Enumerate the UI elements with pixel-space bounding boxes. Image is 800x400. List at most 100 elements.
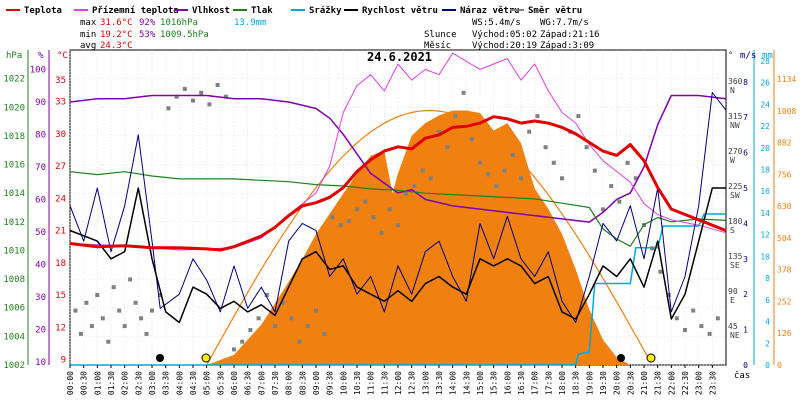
x-tick-label: 23:30 <box>708 371 717 395</box>
x-tick-label: 08:30 <box>298 371 307 395</box>
wind-direction-point <box>89 324 94 329</box>
grid <box>69 50 726 366</box>
wind-direction-point <box>371 215 376 220</box>
tick-label-solar: 1008 <box>777 107 796 116</box>
tick-label-rain: 28 <box>760 57 770 66</box>
wind-direction-point <box>494 184 499 189</box>
wind-direction-point <box>486 172 491 177</box>
x-tick-label: 20:00 <box>613 371 622 395</box>
tick-label-temperature_c: 27 <box>55 162 66 172</box>
wind-direction-point <box>584 145 589 150</box>
tick-label-direction: 225 <box>728 182 743 191</box>
x-tick-label: 04:00 <box>175 371 184 395</box>
wind-direction-point <box>715 316 720 321</box>
tick-label-wind: 1 <box>743 326 748 335</box>
wind-direction-point <box>707 331 712 336</box>
tick-label-humidity_pct: 20 <box>35 325 46 335</box>
tick-label-humidity_pct: 60 <box>35 195 46 205</box>
sunset-marker-icon <box>646 353 656 363</box>
astro-info: Slunce Východ:05:02 Západ:21:16 Měsíc Vý… <box>424 30 600 51</box>
x-tick-label: 06:00 <box>230 371 239 395</box>
tick-label-direction: 135 <box>728 252 743 261</box>
wind-direction-point <box>535 114 540 119</box>
x-tick-label: 18:30 <box>572 371 581 395</box>
x-tick-label: 22:30 <box>681 371 690 395</box>
wind-direction-point <box>322 331 327 336</box>
tick-label-direction-name: W <box>730 156 735 165</box>
moon-label: Měsíc <box>424 41 451 51</box>
x-tick-label: 12:00 <box>394 371 403 395</box>
unit-deg: ° <box>728 51 733 61</box>
tick-label-humidity_pct: 70 <box>35 163 46 173</box>
wind-direction-point <box>264 293 269 297</box>
x-tick-label: 17:30 <box>544 371 553 395</box>
wind-direction-point <box>95 293 100 297</box>
wind-direction-point <box>519 176 523 181</box>
x-tick-label: 21:30 <box>654 371 663 395</box>
wind-direction-point <box>122 324 127 329</box>
wind-direction-point <box>551 160 556 165</box>
tick-label-rain: 10 <box>760 252 770 261</box>
xaxis-label: čas <box>734 370 750 381</box>
wind-direction-point <box>139 316 144 321</box>
tick-label-direction-name: SE <box>730 261 740 270</box>
wind-direction-point <box>420 168 425 173</box>
wind-direction-point <box>601 207 605 212</box>
stats-max-hum: 92% <box>139 18 156 28</box>
x-tick-label: 02:00 <box>121 371 130 395</box>
wind-direction-point <box>404 191 409 196</box>
tick-label-rain: 22 <box>760 122 770 131</box>
tick-label-rain: 8 <box>765 274 770 283</box>
tick-label-wind: 4 <box>743 219 748 228</box>
x-tick-label: 03:00 <box>148 371 157 395</box>
tick-label-direction: 360 <box>728 77 743 86</box>
wind-direction-point <box>691 308 696 313</box>
stats-min-label: min <box>80 30 96 40</box>
wind-direction-point <box>592 168 597 173</box>
x-tick-label: 00:30 <box>80 371 89 395</box>
x-tick-label: 14:30 <box>462 371 471 395</box>
x-tick-label: 11:30 <box>380 371 389 395</box>
axes: 1002100410061008101010121014101610181020… <box>3 50 796 395</box>
stats-avg-label: avg <box>80 41 96 51</box>
x-tick-label: 09:30 <box>326 371 335 395</box>
wind-direction-point <box>330 215 335 220</box>
x-tick-label: 07:00 <box>257 371 266 395</box>
moonrise-marker-icon <box>617 354 625 362</box>
tick-label-rain: 0 <box>765 361 770 370</box>
wind-direction-point <box>355 207 359 212</box>
wind-direction-point <box>560 176 564 181</box>
tick-label-wind: 5 <box>743 184 748 193</box>
wind-direction-point <box>412 184 417 189</box>
wind-direction-point <box>158 293 163 297</box>
x-tick-label: 14:00 <box>449 371 458 395</box>
x-tick-label: 18:00 <box>558 371 567 395</box>
x-tick-label: 03:30 <box>162 371 171 395</box>
chart-title: 24.6.2021 <box>367 50 432 64</box>
wind-direction-point <box>609 184 614 189</box>
unit-pct: % <box>38 51 44 61</box>
series-line-teplota <box>69 115 727 252</box>
legend-label: Náraz větru <box>460 5 520 16</box>
tick-label-rain: 20 <box>760 144 770 153</box>
tick-label-temperature_c: 30 <box>55 130 66 140</box>
tick-label-temperature_c: 12 <box>55 323 66 333</box>
wind-direction-point <box>428 176 433 181</box>
sun-label: Slunce <box>424 30 457 40</box>
x-tick-label: 02:30 <box>134 371 143 395</box>
tick-label-temperature_c: 35 <box>55 76 66 86</box>
tick-label-temperature_c: 21 <box>55 227 66 237</box>
tick-label-humidity_pct: 100 <box>30 66 46 76</box>
series-line-rychlost-v-tru <box>69 187 726 324</box>
tick-label-direction-name: NW <box>730 121 740 130</box>
tick-label-direction: 180 <box>728 217 743 226</box>
tick-label-rain: 18 <box>760 166 770 175</box>
wind-direction-point <box>191 98 195 103</box>
wind-direction-point <box>144 331 149 336</box>
wind-direction-point <box>338 223 343 227</box>
stats-avg-temp: 24.3°C <box>100 41 133 51</box>
tick-label-pressure_hpa: 1016 <box>3 161 25 171</box>
tick-label-pressure_hpa: 1010 <box>3 247 25 257</box>
wind-direction-point <box>207 102 212 107</box>
tick-label-pressure_hpa: 1014 <box>3 189 25 199</box>
